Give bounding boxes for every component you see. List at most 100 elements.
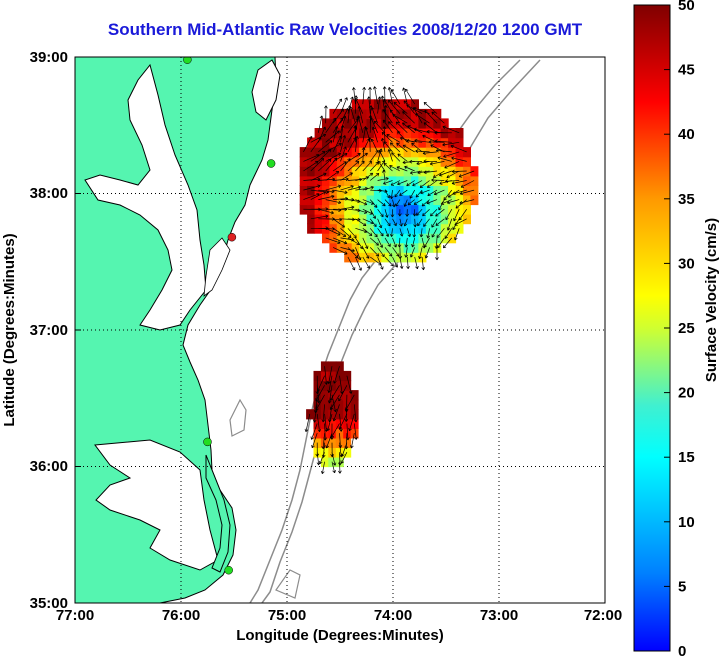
- velocity-arrow: [340, 452, 348, 464]
- velocity-cell: [322, 137, 330, 148]
- velocity-arrow: [384, 247, 393, 257]
- velocity-arrow: [382, 119, 393, 134]
- velocity-arrow: [391, 152, 401, 162]
- velocity-cell: [455, 185, 464, 196]
- velocity-cell: [403, 108, 412, 120]
- delaware-bay: [251, 59, 281, 121]
- velocity-arrow: [331, 461, 336, 474]
- velocity-cell: [470, 175, 479, 186]
- velocity-cell: [463, 194, 471, 206]
- velocity-arrow: [388, 99, 401, 114]
- velocity-cell: [418, 214, 427, 225]
- y-tick-label: 35:00: [30, 595, 68, 612]
- velocity-arrow: [412, 209, 417, 217]
- velocity-arrow: [443, 189, 453, 201]
- velocity-cell: [343, 380, 352, 391]
- velocity-cell: [396, 147, 405, 158]
- velocity-cell: [403, 118, 412, 129]
- velocity-cell: [388, 147, 397, 158]
- velocity-arrow: [377, 199, 386, 207]
- velocity-cell: [403, 214, 412, 225]
- velocity-cell: [351, 128, 360, 139]
- radar-station-marker: [266, 159, 276, 168]
- x-tick-label: 72:00: [584, 607, 622, 624]
- velocity-arrow: [362, 256, 370, 269]
- velocity-cell: [463, 204, 471, 215]
- velocity-cell: [411, 194, 419, 206]
- velocity-arrow: [340, 185, 354, 191]
- velocity-cell: [418, 108, 427, 120]
- velocity-cell: [373, 128, 382, 139]
- velocity-cell: [396, 156, 405, 167]
- velocity-cell: [307, 166, 316, 177]
- velocity-arrow: [459, 189, 475, 196]
- velocity-cell: [299, 194, 308, 206]
- velocity-cell: [329, 108, 338, 120]
- velocity-arrow: [394, 189, 401, 198]
- velocity-cell: [381, 147, 390, 158]
- velocity-cell: [359, 118, 368, 129]
- velocity-cell: [322, 175, 330, 186]
- velocity-arrow: [355, 218, 367, 227]
- colorbar-tick-label: 5: [678, 578, 686, 595]
- velocity-cell: [322, 147, 330, 158]
- velocity-arrow: [436, 228, 445, 239]
- velocity-arrow: [413, 127, 430, 134]
- velocity-cell: [336, 128, 345, 139]
- velocity-arrow: [389, 228, 394, 237]
- velocity-cell: [350, 428, 359, 439]
- velocity-cell: [425, 233, 434, 244]
- velocity-cell: [448, 204, 457, 215]
- velocity-cell: [335, 361, 344, 372]
- velocity-cell: [336, 185, 345, 196]
- velocity-arrow: [347, 160, 360, 172]
- velocity-arrow: [332, 247, 348, 255]
- velocity-arrow: [395, 121, 408, 134]
- velocity-arrow: [409, 247, 416, 258]
- velocity-arrow: [332, 218, 346, 228]
- velocity-cell: [336, 175, 345, 186]
- velocity-arrow: [377, 256, 384, 270]
- velocity-arrow: [382, 169, 386, 181]
- velocity-cell: [470, 194, 479, 206]
- velocity-cell: [343, 409, 352, 420]
- y-axis-label: Latitude (Degrees:Minutes): [1, 233, 18, 426]
- velocity-arrow: [426, 180, 438, 188]
- velocity-arrow: [453, 209, 460, 222]
- hf-radar-stations: [183, 57, 276, 575]
- velocity-arrow: [317, 115, 324, 133]
- velocity-cell: [440, 233, 449, 244]
- velocity-arrow: [440, 199, 452, 205]
- velocity-cell: [307, 156, 316, 167]
- velocity-arrow: [399, 228, 404, 237]
- velocity-arrow: [362, 228, 373, 236]
- velocity-cell: [299, 166, 308, 177]
- velocity-arrow: [318, 208, 334, 215]
- velocity-cell: [470, 166, 479, 177]
- x-tick-label: 75:00: [268, 607, 306, 624]
- colorbar-tick-label: 50: [678, 0, 695, 14]
- velocity-cell: [433, 214, 442, 225]
- velocity-cell: [418, 137, 427, 148]
- velocity-arrow: [326, 413, 333, 432]
- velocity-arrow: [325, 227, 341, 236]
- velocity-cell: [418, 175, 427, 186]
- velocity-cell: [425, 108, 434, 120]
- velocity-cell: [448, 223, 457, 234]
- velocity-arrow: [325, 237, 341, 244]
- velocity-cell: [373, 108, 382, 120]
- velocity-cell: [335, 380, 344, 391]
- velocity-cell: [455, 204, 464, 215]
- velocity-arrow: [392, 237, 397, 248]
- velocity-cell: [418, 118, 427, 129]
- velocity-arrow: [397, 180, 408, 186]
- velocity-arrow: [311, 432, 318, 449]
- velocity-arrow: [345, 423, 350, 441]
- velocity-arrow: [421, 199, 430, 207]
- x-tick-label: 77:00: [56, 607, 94, 624]
- velocity-arrow: [310, 133, 327, 143]
- velocity-cell: [403, 194, 412, 206]
- velocity-cell: [343, 437, 352, 448]
- velocity-arrow: [315, 394, 325, 411]
- velocity-arrow: [373, 120, 386, 134]
